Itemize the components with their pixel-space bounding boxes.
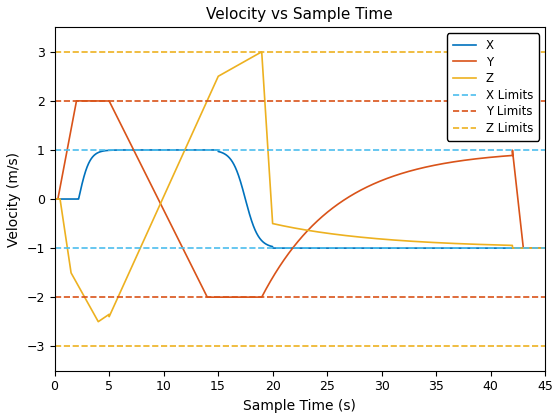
Y xyxy=(455,159,461,164)
Line: Z: Z xyxy=(54,52,545,322)
X xyxy=(141,147,147,152)
Y xyxy=(73,98,80,103)
Y Limits xyxy=(62,98,69,103)
Y xyxy=(141,168,147,173)
X-axis label: Sample Time (s): Sample Time (s) xyxy=(244,399,356,413)
Z xyxy=(239,60,245,66)
Z xyxy=(417,239,424,244)
Z xyxy=(455,241,461,246)
X xyxy=(269,246,276,251)
Z xyxy=(370,236,377,241)
X xyxy=(542,246,548,251)
Y xyxy=(417,166,424,171)
Y xyxy=(542,246,548,251)
Title: Velocity vs Sample Time: Velocity vs Sample Time xyxy=(207,7,393,22)
Y xyxy=(51,197,58,202)
X xyxy=(51,197,58,202)
Z xyxy=(141,238,147,243)
Z Limits xyxy=(62,49,69,54)
Z xyxy=(346,234,352,239)
X xyxy=(455,246,461,251)
X Limits xyxy=(51,147,58,152)
Z xyxy=(95,319,101,324)
Y xyxy=(239,295,246,300)
Z xyxy=(542,246,548,251)
Y Limits xyxy=(51,98,58,103)
X xyxy=(239,184,245,189)
Y xyxy=(204,295,211,300)
Z Limits xyxy=(51,49,58,54)
Y xyxy=(346,194,352,200)
Line: X: X xyxy=(54,150,545,248)
Legend: X, Y, Z, X Limits, Y Limits, Z Limits: X, Y, Z, X Limits, Y Limits, Z Limits xyxy=(447,33,539,141)
X xyxy=(370,246,377,251)
X xyxy=(346,246,352,251)
Z xyxy=(258,49,265,54)
X xyxy=(214,147,221,152)
Y xyxy=(370,181,377,186)
Y-axis label: Velocity (m/s): Velocity (m/s) xyxy=(7,152,21,247)
Line: Y: Y xyxy=(54,101,545,297)
X Limits xyxy=(62,147,69,152)
Z xyxy=(51,197,58,202)
X xyxy=(417,246,424,251)
